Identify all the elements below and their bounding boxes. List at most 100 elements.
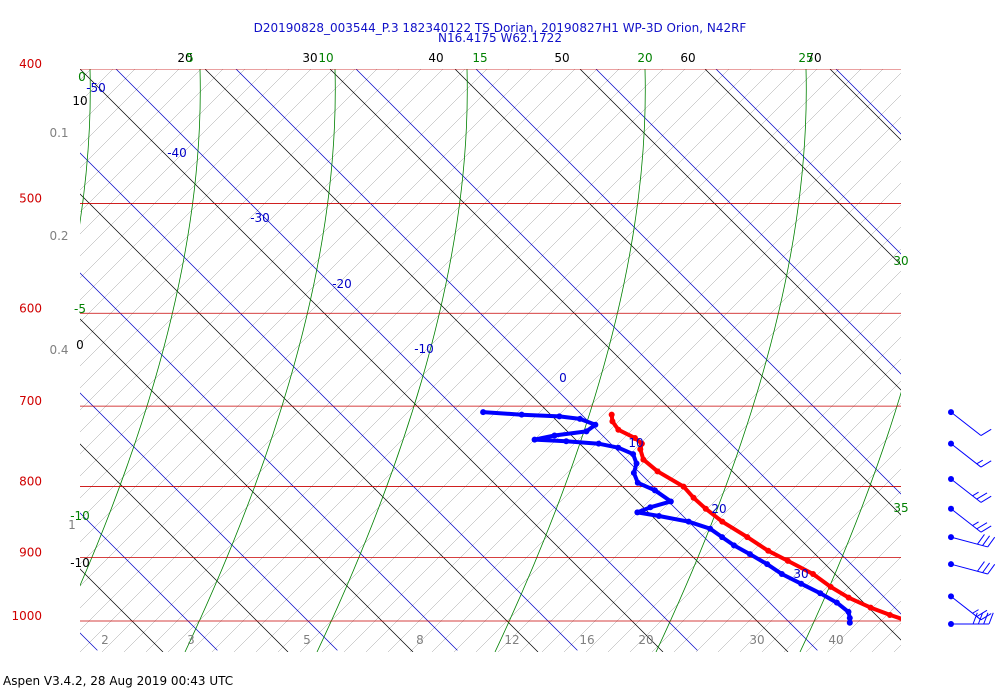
mixing-ratio-line (80, 69, 114, 103)
wind-barb-flag (972, 612, 978, 625)
mixing-ratio-line (739, 490, 901, 652)
temperature-point (920, 621, 926, 627)
mixing-ratio-line (80, 69, 466, 455)
left-gray-label: 0.2 (49, 229, 68, 243)
isotherm-label: -50 (86, 81, 106, 95)
isotherm-line (595, 69, 901, 375)
dewpoint-point (634, 479, 641, 486)
wind-barb-flag (988, 612, 994, 625)
wind-barb-staff (950, 536, 988, 548)
adiabat-line (80, 443, 289, 652)
isotherm-line (475, 69, 901, 495)
adiabat-line (80, 193, 539, 652)
mixing-ratio-line (80, 69, 202, 191)
dewpoint-point (595, 440, 602, 447)
moist-adiabat-label: 5 (186, 51, 194, 65)
mixing-ratio-line (607, 358, 901, 652)
mixing-ratio-line (189, 69, 774, 652)
adiabat-line (80, 318, 414, 652)
moist-adiabat-line (494, 69, 646, 652)
moist-adiabat-line (80, 69, 91, 225)
dry-adiabat-label: 40 (428, 51, 443, 65)
wind-barb-flag (976, 522, 988, 530)
wind-barb-staff (950, 508, 982, 533)
pressure-tick-label: 500 (19, 191, 42, 205)
mixing-ratio-line (387, 138, 901, 652)
mixing-ratio-line (717, 468, 901, 652)
dewpoint-point (583, 428, 590, 435)
dewpoint-point (845, 608, 852, 615)
dewpoint-point (518, 411, 525, 418)
mixing-ratio-line (629, 380, 901, 652)
wind-barb-flag (977, 612, 984, 625)
mixing-ratio-label: 30 (749, 633, 764, 647)
temperature-point (886, 611, 893, 618)
adiabat-line (0, 69, 38, 652)
mixing-ratio-line (938, 69, 1000, 652)
mixing-ratio-line (255, 69, 840, 652)
mixing-ratio-line (563, 314, 901, 652)
moist-adiabat-line (655, 69, 807, 652)
dewpoint-point (833, 599, 840, 606)
chart-data-series (480, 409, 926, 627)
isotherm-label: 30 (793, 567, 808, 581)
mixing-ratio-line (673, 424, 901, 652)
temperature-point (719, 518, 726, 525)
moist-adiabat-line (80, 69, 201, 587)
dry-adiabat-label: 70 (806, 51, 821, 65)
mixing-ratio-line (916, 69, 1000, 652)
wind-barb-flag (977, 534, 985, 545)
wind-barb (948, 612, 994, 628)
isotherm-line (80, 392, 338, 651)
dewpoint-point (563, 438, 570, 445)
moist-adiabat-line (799, 391, 901, 652)
mixing-ratio-line (80, 69, 576, 565)
temperature-point (654, 468, 661, 475)
dewpoint-point (764, 561, 771, 568)
mixing-ratio-line (123, 69, 708, 652)
pressure-tick-label: 1000 (11, 609, 42, 623)
wind-barb-flag (982, 562, 990, 573)
isotherm-line (80, 512, 218, 651)
isotherm-line (115, 69, 698, 651)
dewpoint-point (551, 432, 558, 439)
adiabat-line (955, 69, 1000, 652)
wind-barbs (948, 409, 996, 628)
mixing-ratio-label: 2 (101, 633, 109, 647)
moist-adiabat-line (184, 69, 336, 652)
isotherm-label: 20 (711, 502, 726, 516)
mixing-ratio-line (167, 69, 752, 652)
wind-barb-flag (976, 492, 988, 500)
mixing-ratio-line (80, 69, 620, 609)
temperature-point (765, 547, 772, 554)
dry-adiabat-label: 30 (302, 51, 317, 65)
mixing-ratio-line (0, 69, 69, 652)
temperature-point (615, 426, 622, 433)
mixing-ratio-line (80, 69, 356, 345)
mixing-ratio-line (871, 622, 901, 652)
mixing-ratio-line (343, 94, 901, 652)
mixing-ratio-line (541, 292, 901, 652)
dry-adiabat-label: 60 (680, 51, 695, 65)
moist-adiabat-label: 20 (637, 51, 652, 65)
dewpoint-point (798, 580, 805, 587)
temperature-point (609, 418, 616, 425)
dewpoint-point (685, 518, 692, 525)
wind-barb (948, 534, 996, 548)
mixing-ratio-line (80, 69, 422, 411)
pressure-tick-label: 900 (19, 546, 42, 560)
mixing-ratio-line (0, 69, 25, 652)
mixing-ratio-line (80, 69, 400, 389)
wind-barb-flag (980, 428, 992, 436)
dewpoint-point (778, 571, 785, 578)
mixing-ratio-line (80, 69, 224, 213)
wind-barb-flag (977, 561, 985, 572)
wind-barb-flag (987, 536, 996, 548)
isotherm-line (355, 69, 901, 615)
wind-barb (948, 505, 992, 533)
wind-barb-flag (980, 525, 992, 533)
wind-barb-flag (987, 563, 996, 575)
left-green-label: 0 (78, 70, 86, 84)
wind-barb (948, 593, 992, 621)
